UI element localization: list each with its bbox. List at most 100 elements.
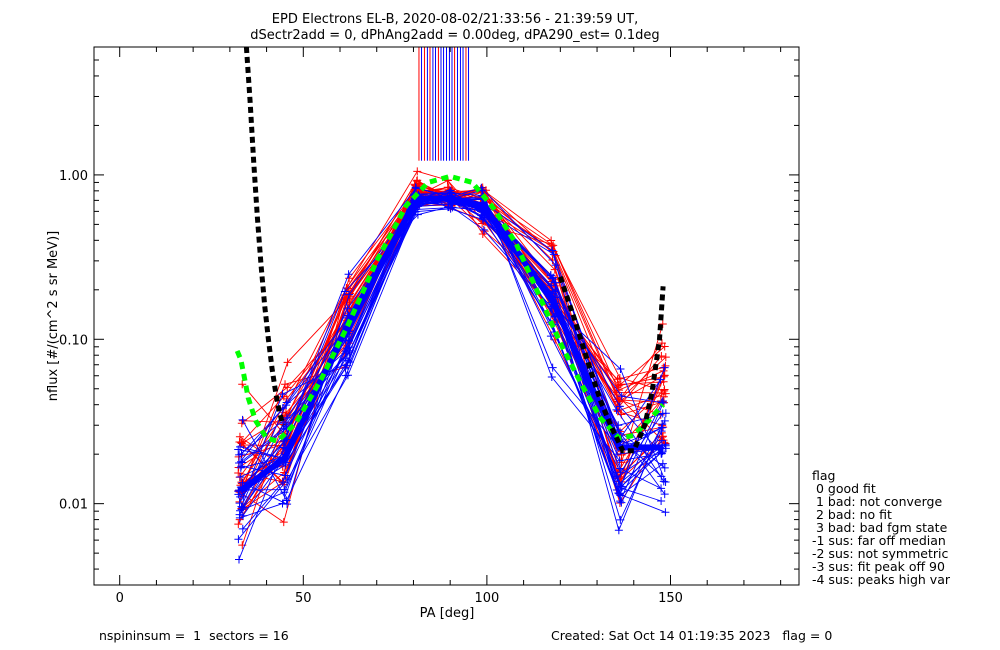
legend-item: -2 sus: not symmetric <box>812 546 949 561</box>
data-point <box>238 380 247 389</box>
data-point <box>479 213 488 222</box>
data-point <box>235 450 244 459</box>
spin-curve <box>242 194 664 503</box>
spin-curve <box>242 199 662 516</box>
data-point <box>547 373 556 382</box>
data-point <box>616 491 625 500</box>
data-point <box>616 515 625 524</box>
data-point <box>479 225 488 234</box>
data-point <box>340 287 349 296</box>
data-point <box>236 473 245 482</box>
data-point <box>660 363 669 372</box>
data-point <box>551 278 560 287</box>
data-point <box>613 472 622 481</box>
data-point <box>238 478 247 487</box>
data-point <box>237 438 246 447</box>
data-point <box>237 505 246 514</box>
data-point <box>657 427 666 436</box>
data-point <box>615 373 624 382</box>
data-point <box>281 460 290 469</box>
data-point <box>657 472 666 481</box>
data-point <box>283 475 292 484</box>
spin-curve <box>237 188 664 505</box>
data-point <box>657 339 666 348</box>
spin-curve <box>241 182 664 546</box>
x-axis-label: PA [deg] <box>420 606 475 621</box>
x-tick-label: 100 <box>474 591 499 606</box>
data-point <box>657 388 666 397</box>
fit-curve-green <box>234 173 665 444</box>
data-point <box>345 290 354 299</box>
data-point <box>282 401 291 410</box>
flag-legend: flag 0 good fit 1 bad: not converge 2 ba… <box>812 469 950 586</box>
data-point <box>614 421 623 430</box>
data-point <box>282 496 291 505</box>
y-tick-label: 1.00 <box>59 169 88 184</box>
data-point <box>238 437 247 446</box>
data-point <box>612 450 621 459</box>
footer-left: nspininsum = 1 sectors = 16 <box>99 628 289 643</box>
data-point <box>657 449 666 458</box>
axis-layer: 0 50 100 150 0.01 0.10 1.00 <box>59 46 799 606</box>
data-point <box>661 440 670 449</box>
legend-item: 3 bad: bad fgm state <box>812 520 948 535</box>
data-point <box>235 499 244 508</box>
data-point <box>616 365 625 374</box>
data-point <box>661 508 670 517</box>
data-point <box>661 361 670 370</box>
data-point <box>279 518 288 527</box>
spin-curve <box>239 185 664 520</box>
data-point <box>344 270 353 279</box>
data-point <box>278 390 287 399</box>
y-axis-label: nflux [#/(cm^2 s sr MeV)] <box>46 231 61 401</box>
spin-curve <box>242 195 662 505</box>
data-point <box>661 409 670 418</box>
spin-curve <box>241 183 665 509</box>
legend-title: flag <box>812 468 836 483</box>
legend-item: -3 sus: fit peak off 90 <box>812 559 945 574</box>
data-point <box>443 203 452 212</box>
data-point <box>236 463 245 472</box>
data-point <box>234 445 243 454</box>
data-point <box>283 500 292 509</box>
median-curve <box>239 195 664 494</box>
data-point <box>548 363 557 372</box>
data-point <box>658 459 667 468</box>
legend-item: -1 sus: far off median <box>812 533 946 548</box>
data-point <box>658 420 667 429</box>
plot-frame <box>93 46 800 586</box>
data-point <box>660 490 669 499</box>
data-point <box>551 261 560 270</box>
data-point <box>657 436 666 445</box>
data-point <box>614 381 623 390</box>
data-point <box>281 380 290 389</box>
data-point <box>660 385 669 394</box>
data-point <box>659 432 668 441</box>
data-point <box>617 392 626 401</box>
data-point <box>615 402 624 411</box>
data-point <box>412 184 421 193</box>
data-point <box>614 406 623 415</box>
data-point <box>446 186 455 195</box>
x-tick-label: 0 <box>116 591 124 606</box>
data-point <box>617 498 626 507</box>
data-point <box>280 437 289 446</box>
data-point <box>661 477 670 486</box>
data-point <box>238 524 247 533</box>
data-point <box>658 397 667 406</box>
data-point <box>413 210 422 219</box>
data-point <box>412 176 421 185</box>
data-point <box>549 250 558 259</box>
data-point <box>278 478 287 487</box>
legend-item: 2 bad: no fit <box>812 507 892 522</box>
data-point <box>234 535 243 544</box>
data-point <box>341 371 350 380</box>
data-point <box>547 281 556 290</box>
data-point <box>657 497 666 506</box>
data-point <box>661 353 670 362</box>
data-point <box>478 229 487 238</box>
data-point <box>614 479 623 488</box>
data-point <box>660 463 669 472</box>
data-point <box>617 458 626 467</box>
